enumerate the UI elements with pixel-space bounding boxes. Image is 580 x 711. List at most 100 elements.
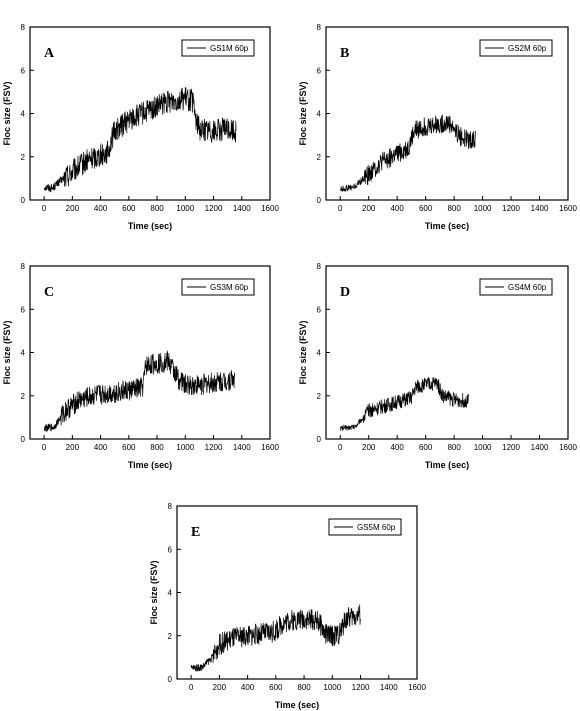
x-tick-label: 1600 <box>408 683 426 692</box>
x-axis-label: Time (sec) <box>275 700 319 710</box>
x-tick-label: 800 <box>150 443 164 452</box>
data-trace <box>340 114 476 192</box>
y-tick-label: 8 <box>21 262 26 271</box>
x-tick-label: 1200 <box>205 443 223 452</box>
x-tick-label: 1200 <box>502 204 520 213</box>
x-axis-label: Time (sec) <box>128 221 172 231</box>
legend-box <box>181 39 255 57</box>
x-tick-label: 400 <box>390 443 404 452</box>
y-tick-label: 6 <box>21 305 26 314</box>
panel-letter: C <box>44 285 54 300</box>
x-tick-label: 1600 <box>559 204 577 213</box>
data-trace <box>190 604 361 672</box>
y-tick-label: 0 <box>21 435 26 444</box>
legend: GS5M 60p <box>328 518 402 536</box>
y-axis-label: Floc size (FSV) <box>298 320 308 384</box>
x-tick-label: 600 <box>122 204 136 213</box>
x-tick-label: 0 <box>338 204 343 213</box>
y-axis-label: Floc size (FSV) <box>2 320 12 384</box>
panel-d: 0 200 400 600 800 1000 1200 1400 1600 0 2 4 6 8 Time (… <box>298 262 577 470</box>
legend: GS2M 60p <box>479 39 553 57</box>
data-trace <box>43 350 236 432</box>
y-tick-label: 0 <box>317 196 322 205</box>
x-tick-label: 0 <box>42 204 47 213</box>
x-tick-label: 600 <box>419 204 433 213</box>
x-tick-label: 200 <box>66 204 80 213</box>
x-tick-label: 1400 <box>531 204 549 213</box>
panel-letter: E <box>191 525 200 540</box>
y-tick-label: 6 <box>21 66 26 75</box>
legend: GS1M 60p <box>181 39 255 57</box>
x-tick-label: 800 <box>447 443 461 452</box>
panel-e: 0 200 400 600 800 1000 1200 1400 1600 0 2 4 6 8 Time (… <box>149 502 426 710</box>
x-tick-label: 400 <box>94 443 108 452</box>
y-tick-label: 6 <box>168 545 173 554</box>
x-tick-label: 400 <box>241 683 255 692</box>
x-tick-label: 1600 <box>559 443 577 452</box>
legend-label: GS1M 60p <box>210 44 249 53</box>
data-trace <box>339 377 469 432</box>
x-tick-label: 200 <box>66 443 80 452</box>
legend: GS4M 60p <box>479 278 553 296</box>
y-tick-label: 2 <box>21 392 26 401</box>
y-tick-label: 0 <box>168 675 173 684</box>
x-tick-label: 200 <box>362 204 376 213</box>
x-tick-label: 800 <box>150 204 164 213</box>
legend-box <box>181 278 255 296</box>
panel-a: 0 200 400 600 800 1000 1200 1400 1600 0 2 4 6 8 Time (… <box>2 23 279 231</box>
x-tick-label: 1400 <box>531 443 549 452</box>
y-tick-label: 4 <box>317 110 322 119</box>
y-axis-label: Floc size (FSV) <box>149 560 159 624</box>
x-tick-label: 1400 <box>233 443 251 452</box>
x-tick-label: 200 <box>213 683 227 692</box>
x-tick-label: 1200 <box>502 443 520 452</box>
x-tick-label: 600 <box>269 683 283 692</box>
panel-letter: B <box>340 46 349 61</box>
legend-label: GS3M 60p <box>210 283 249 292</box>
panel-letter: D <box>340 285 350 300</box>
x-tick-label: 1600 <box>261 204 279 213</box>
x-axis-label: Time (sec) <box>425 460 469 470</box>
x-tick-label: 1400 <box>380 683 398 692</box>
x-tick-label: 1000 <box>323 683 341 692</box>
x-tick-label: 1000 <box>176 443 194 452</box>
y-tick-label: 2 <box>168 632 173 641</box>
x-tick-label: 200 <box>362 443 376 452</box>
x-axis-label: Time (sec) <box>425 221 469 231</box>
panel-letter: A <box>44 46 55 61</box>
y-axis-label: Floc size (FSV) <box>2 81 12 145</box>
x-tick-label: 0 <box>338 443 343 452</box>
y-tick-label: 4 <box>168 589 173 598</box>
y-tick-label: 8 <box>21 23 26 32</box>
x-tick-label: 1000 <box>474 204 492 213</box>
y-tick-label: 6 <box>317 66 322 75</box>
y-tick-label: 6 <box>317 305 322 314</box>
legend-label: GS4M 60p <box>508 283 547 292</box>
y-tick-label: 8 <box>317 23 322 32</box>
legend-box <box>479 39 553 57</box>
x-tick-label: 800 <box>297 683 311 692</box>
y-axis-label: Floc size (FSV) <box>298 81 308 145</box>
x-axis-label: Time (sec) <box>128 460 172 470</box>
data-trace <box>43 86 237 193</box>
y-tick-label: 4 <box>317 349 322 358</box>
y-tick-label: 2 <box>317 392 322 401</box>
y-tick-label: 8 <box>168 502 173 511</box>
y-tick-label: 2 <box>317 153 322 162</box>
panel-c: 0 200 400 600 800 1000 1200 1400 1600 0 2 4 6 8 Time (… <box>2 262 279 470</box>
panel-b: 0 200 400 600 800 1000 1200 1400 1600 0 2 4 6 8 Time (… <box>298 23 577 231</box>
legend: GS3M 60p <box>181 278 255 296</box>
y-tick-label: 4 <box>21 349 26 358</box>
x-tick-label: 1600 <box>261 443 279 452</box>
y-tick-label: 0 <box>317 435 322 444</box>
x-tick-label: 1200 <box>205 204 223 213</box>
y-tick-label: 0 <box>21 196 26 205</box>
x-tick-label: 800 <box>447 204 461 213</box>
legend-box <box>479 278 553 296</box>
y-tick-label: 2 <box>21 153 26 162</box>
legend-box <box>328 518 402 536</box>
x-tick-label: 1200 <box>352 683 370 692</box>
y-tick-label: 4 <box>21 110 26 119</box>
legend-label: GS2M 60p <box>508 44 547 53</box>
